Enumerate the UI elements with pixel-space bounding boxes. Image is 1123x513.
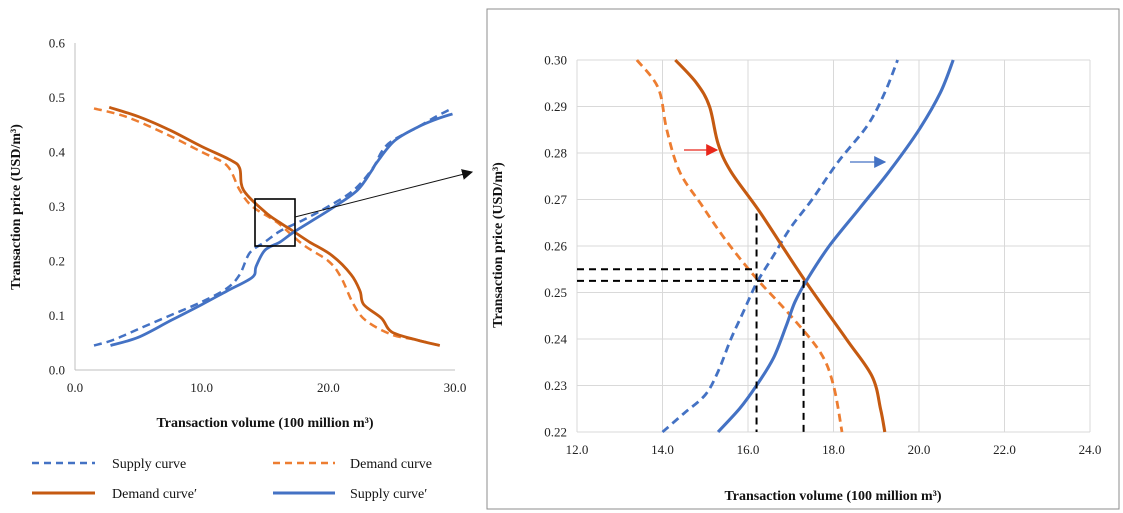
legend-item-supply-curve: Supply curve [32,457,186,472]
detail-chart: 0.22 0.23 0.24 0.25 0.26 0.27 0.28 0.29 0.30 12.… [486,8,1120,510]
legend-label-demand-curve: Demand curve [350,457,432,472]
detail-y-tick-label: 0.26 [544,239,567,254]
detail-x-tick-label: 18.0 [822,442,845,457]
overview-x-tick-label: 20.0 [317,380,340,395]
detail-x-tick-label: 16.0 [737,442,760,457]
detail-chart-frame [486,8,1120,510]
detail-x-ticks: 12.0 14.0 16.0 18.0 20.0 22.0 24.0 [566,442,1102,457]
overview-x-tick-label: 0.0 [67,380,83,395]
overview-series-supply-curve [93,108,451,347]
detail-y-ticks: 0.22 0.23 0.24 0.25 0.26 0.27 0.28 0.29 0.30 [544,53,567,440]
detail-y-tick-label: 0.29 [544,99,567,114]
overview-y-tick-label: 0.0 [49,363,65,378]
detail-y-tick-label: 0.28 [544,146,567,161]
detail-y-tick-label: 0.23 [544,378,567,393]
overview-x-tick-label: 10.0 [190,380,213,395]
detail-x-tick-label: 14.0 [651,442,674,457]
detail-y-axis-title: Transaction price (USD/m³) [491,162,506,328]
legend-label-supply-curve-shifted: Supply curve′ [350,487,427,502]
overview-y-tick-label: 0.2 [49,254,65,269]
overview-y-tick-label: 0.4 [49,145,66,160]
legend-item-demand-curve-shifted: Demand curve′ [32,487,197,502]
legend-label-demand-curve-shifted: Demand curve′ [112,487,197,502]
overview-chart: 0.0 0.1 0.2 0.3 0.4 0.5 0.6 0.0 10.0 20.0 30.0 Tr… [9,36,474,431]
overview-y-tick-label: 0.5 [49,90,65,105]
detail-x-tick-label: 22.0 [993,442,1016,457]
overview-y-axis-title: Transaction price (USD/m³) [9,124,24,290]
legend: Supply curve Demand curve Demand curve′ … [32,457,432,502]
detail-y-tick-label: 0.30 [544,53,567,68]
detail-y-tick-label: 0.22 [544,425,567,440]
overview-series [93,105,453,347]
detail-y-tick-label: 0.27 [544,192,567,207]
detail-y-tick-label: 0.25 [544,285,567,300]
detail-x-tick-label: 20.0 [908,442,931,457]
legend-item-supply-curve-shifted: Supply curve′ [273,487,427,502]
overview-x-tick-label: 30.0 [444,380,467,395]
overview-series-demand-curve-shifted [108,105,441,347]
zoom-box [254,198,296,247]
overview-y-tick-label: 0.6 [49,36,66,51]
overview-y-ticks: 0.0 0.1 0.2 0.3 0.4 0.5 0.6 [49,36,66,378]
detail-gridlines [576,59,1091,433]
overview-x-axis-title: Transaction volume (100 million m³) [156,416,373,431]
detail-series-demand-curve [635,59,844,433]
detail-series-supply-curve [661,59,899,434]
detail-x-tick-label: 12.0 [566,442,589,457]
detail-series-demand-curve-shifted [674,58,887,433]
detail-y-tick-label: 0.24 [544,332,567,347]
legend-label-supply-curve: Supply curve [112,457,186,472]
detail-x-tick-label: 24.0 [1079,442,1102,457]
detail-reference-lines [577,213,805,432]
overview-series-supply-curve-shifted [110,112,453,347]
overview-x-ticks: 0.0 10.0 20.0 30.0 [67,380,467,395]
overview-y-tick-label: 0.1 [49,308,65,323]
legend-item-demand-curve: Demand curve [273,457,432,472]
zoom-arrow [294,169,474,218]
overview-y-tick-label: 0.3 [49,199,65,214]
detail-x-axis-title: Transaction volume (100 million m³) [724,489,941,504]
